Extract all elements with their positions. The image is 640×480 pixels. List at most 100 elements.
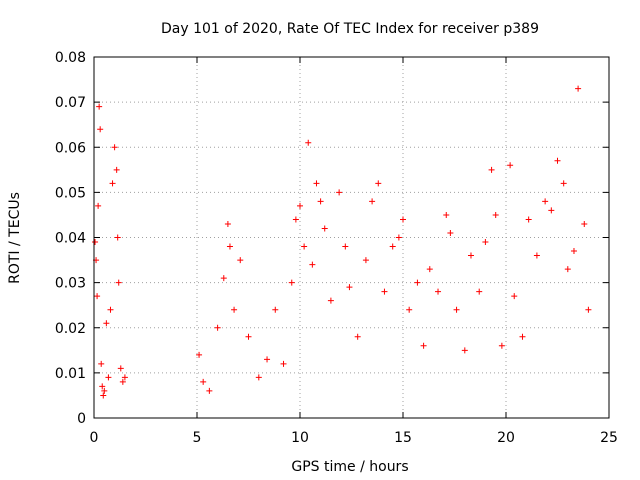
data-point: [525, 216, 532, 223]
data-point: [313, 180, 320, 187]
data-point: [301, 243, 308, 250]
data-point: [420, 342, 427, 349]
x-tick-label: 5: [193, 430, 202, 446]
data-point: [245, 333, 252, 340]
data-point: [115, 279, 122, 286]
data-point: [297, 202, 303, 209]
data-point: [96, 103, 103, 110]
data-point: [435, 288, 442, 295]
data-point: [570, 248, 577, 255]
data-point: [327, 297, 334, 304]
y-tick-label: 0.07: [55, 95, 86, 111]
data-point: [255, 374, 262, 381]
data-point: [292, 216, 299, 223]
data-point: [482, 239, 489, 246]
data-point: [94, 293, 101, 300]
data-points: [92, 85, 592, 399]
data-point: [226, 243, 233, 250]
data-point: [467, 252, 474, 259]
data-point: [381, 288, 388, 295]
data-point: [109, 180, 116, 187]
x-tick-label: 10: [291, 430, 309, 446]
x-axis-label: GPS time / hours: [291, 459, 408, 475]
data-point: [564, 266, 571, 273]
data-point: [321, 225, 328, 232]
data-point: [342, 243, 349, 250]
data-point: [453, 306, 460, 313]
data-point: [406, 306, 413, 313]
data-point: [119, 378, 126, 385]
data-point: [362, 257, 369, 264]
data-point: [336, 189, 343, 196]
data-point: [200, 378, 207, 385]
data-point: [97, 126, 104, 133]
data-point: [519, 333, 526, 340]
data-point: [264, 356, 271, 363]
data-point: [220, 275, 227, 282]
data-point: [114, 234, 121, 241]
data-point: [542, 198, 549, 205]
data-point: [414, 279, 421, 286]
data-point: [121, 374, 128, 381]
data-point: [375, 180, 382, 187]
data-point: [395, 234, 402, 241]
y-tick-label: 0.02: [55, 321, 86, 337]
data-point: [581, 220, 588, 227]
data-point: [317, 198, 324, 205]
data-point: [389, 243, 396, 250]
data-point: [507, 162, 514, 169]
data-point: [554, 157, 561, 164]
data-point: [92, 239, 99, 246]
data-point: [214, 324, 221, 331]
data-point: [354, 333, 361, 340]
data-point: [107, 306, 114, 313]
data-point: [488, 166, 495, 173]
data-point: [288, 279, 295, 286]
y-tick-label: 0.03: [55, 276, 86, 292]
y-tick-label: 0.01: [55, 366, 86, 382]
data-point: [231, 306, 238, 313]
y-tick-label: 0.08: [55, 50, 86, 66]
data-point: [560, 180, 567, 187]
data-point: [400, 216, 406, 223]
x-tick-label: 20: [497, 430, 515, 446]
data-point: [100, 392, 107, 399]
data-point: [511, 293, 518, 300]
data-point: [113, 166, 120, 173]
axis-ticks: 0 0.01 0.02 0.03 0.04 0.05 0.06 0.07 0.08 0 5 10 15 2…: [55, 50, 618, 446]
data-point: [224, 220, 231, 227]
data-point: [98, 360, 105, 367]
data-point: [196, 351, 203, 358]
y-tick-label: 0.06: [55, 140, 86, 156]
data-point: [101, 387, 108, 394]
data-point: [99, 383, 106, 390]
data-point: [309, 261, 316, 268]
y-tick-label: 0: [77, 411, 86, 427]
data-point: [111, 144, 118, 151]
data-point: [237, 257, 244, 264]
data-point: [346, 284, 353, 291]
data-point: [533, 252, 540, 259]
x-tick-label: 0: [90, 430, 99, 446]
y-tick-label: 0.04: [55, 231, 86, 247]
data-point: [492, 211, 499, 218]
y-tick-label: 0.05: [55, 185, 86, 201]
data-point: [280, 360, 287, 367]
data-point: [305, 139, 312, 146]
data-point: [548, 207, 555, 214]
y-axis-label: ROTI / TECUs: [7, 192, 23, 284]
data-point: [575, 85, 582, 92]
data-point: [476, 288, 483, 295]
plot-frame: [93, 56, 610, 419]
data-point: [117, 365, 124, 372]
x-tick-label: 25: [600, 430, 618, 446]
data-point: [103, 320, 110, 327]
data-point: [206, 387, 213, 394]
data-point: [426, 266, 433, 273]
data-point: [461, 347, 468, 354]
chart-title: Day 101 of 2020, Rate Of TEC Index for r…: [161, 21, 539, 37]
data-point: [272, 306, 279, 313]
data-point: [498, 342, 505, 349]
grid: [94, 57, 609, 418]
